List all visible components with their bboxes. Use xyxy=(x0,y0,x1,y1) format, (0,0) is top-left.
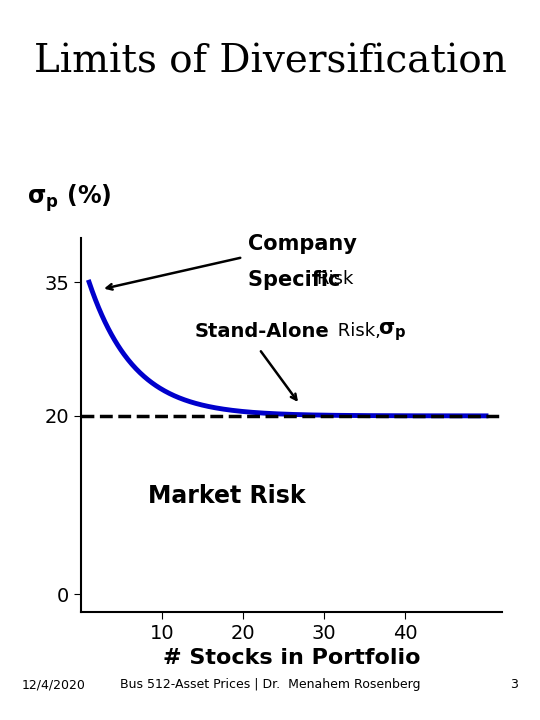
Text: Risk: Risk xyxy=(316,270,353,288)
Text: Market Risk: Market Risk xyxy=(148,484,306,508)
Text: 3: 3 xyxy=(510,678,518,691)
Text: Stand-Alone: Stand-Alone xyxy=(194,322,329,341)
Text: Bus 512-Asset Prices | Dr.  Menahem Rosenberg: Bus 512-Asset Prices | Dr. Menahem Rosen… xyxy=(120,678,420,691)
Text: Company: Company xyxy=(248,233,357,253)
Text: 12/4/2020: 12/4/2020 xyxy=(22,678,85,691)
Text: Risk,: Risk, xyxy=(332,323,387,340)
Text: Limits of Diversification: Limits of Diversification xyxy=(33,43,507,80)
Text: Specific: Specific xyxy=(248,270,348,290)
X-axis label: # Stocks in Portfolio: # Stocks in Portfolio xyxy=(163,649,420,668)
Text: $\mathbf{\sigma_p}$: $\mathbf{\sigma_p}$ xyxy=(378,320,406,343)
Text: $\mathbf{\sigma_p}$ (%): $\mathbf{\sigma_p}$ (%) xyxy=(27,182,112,214)
